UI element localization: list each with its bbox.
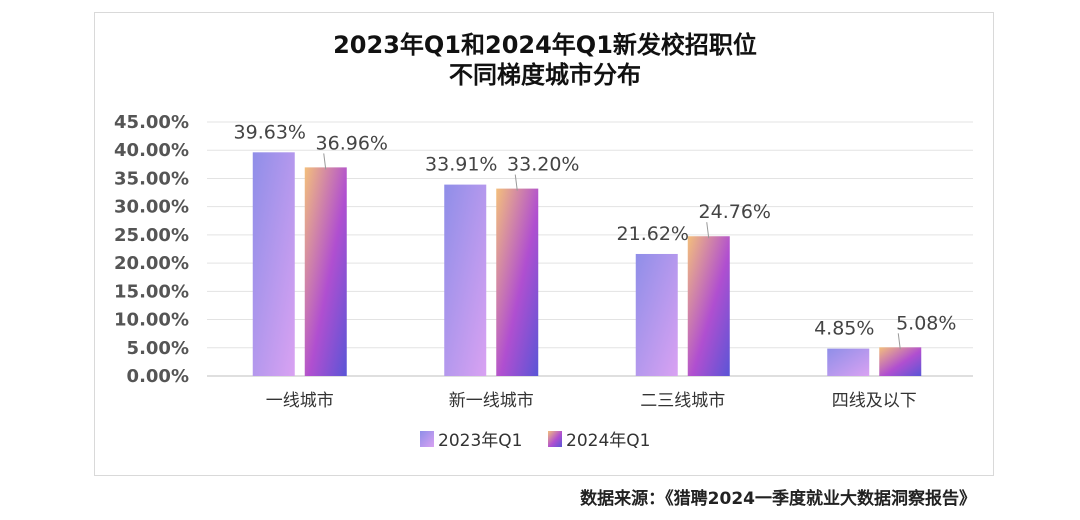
bar-series1 — [827, 348, 870, 376]
bar-series2 — [304, 167, 347, 376]
chart-svg: 2023年Q1和2024年Q1新发校招职位 不同梯度城市分布 45.00% 40.… — [114, 31, 973, 451]
y-tick-label: 30.00% — [114, 197, 189, 218]
data-label: 33.20% — [507, 154, 579, 176]
y-tick-label: 35.00% — [114, 168, 189, 189]
data-label: 21.62% — [617, 223, 689, 245]
legend-swatch — [548, 431, 562, 447]
bar-series1 — [444, 184, 487, 376]
leader-line — [323, 153, 327, 170]
bar-series1 — [635, 253, 678, 376]
data-label: 33.91% — [425, 154, 497, 176]
x-category-label: 四线及以下 — [832, 391, 917, 411]
leader-line — [706, 222, 710, 239]
y-tick-label: 40.00% — [114, 140, 189, 161]
chart-title-line-1: 2023年Q1和2024年Q1新发校招职位 — [333, 31, 757, 59]
legend: 2023年Q1 2024年Q1 — [420, 431, 650, 451]
y-tick-label: 0.00% — [127, 366, 189, 387]
chart-title-line-2: 不同梯度城市分布 — [449, 61, 641, 89]
legend-label: 2023年Q1 — [438, 431, 522, 451]
bar-series2 — [687, 236, 730, 376]
data-label: 39.63% — [234, 121, 306, 143]
bars-layer — [252, 152, 922, 376]
y-tick-label: 20.00% — [114, 253, 189, 274]
y-tick-label: 10.00% — [114, 310, 189, 331]
legend-swatch — [420, 431, 434, 447]
labels-layer: 39.63% 36.96% 一线城市 33.91% 33.20% 新一线城市 21.62% 2… — [234, 121, 957, 411]
chart-frame: 2023年Q1和2024年Q1新发校招职位 不同梯度城市分布 45.00% 40.… — [94, 12, 994, 476]
bar-series2 — [879, 347, 922, 376]
x-category-label: 一线城市 — [266, 391, 334, 411]
source-note: 数据来源：《猎聘2024一季度就业大数据洞察报告》 — [580, 489, 976, 509]
data-label: 24.76% — [699, 201, 771, 223]
legend-label: 2024年Q1 — [566, 431, 650, 451]
leader-line — [897, 333, 901, 350]
y-tick-label: 15.00% — [114, 281, 189, 302]
leader-line — [514, 174, 518, 191]
data-label: 5.08% — [896, 312, 956, 334]
y-tick-label: 5.00% — [127, 338, 189, 359]
y-tick-label: 45.00% — [114, 112, 189, 133]
data-label: 4.85% — [814, 318, 874, 340]
x-category-label: 二三线城市 — [640, 391, 725, 411]
data-label: 36.96% — [316, 132, 388, 154]
bar-series2 — [496, 188, 539, 376]
y-tick-label: 25.00% — [114, 225, 189, 246]
x-category-label: 新一线城市 — [449, 391, 534, 411]
bar-series1 — [252, 152, 295, 376]
